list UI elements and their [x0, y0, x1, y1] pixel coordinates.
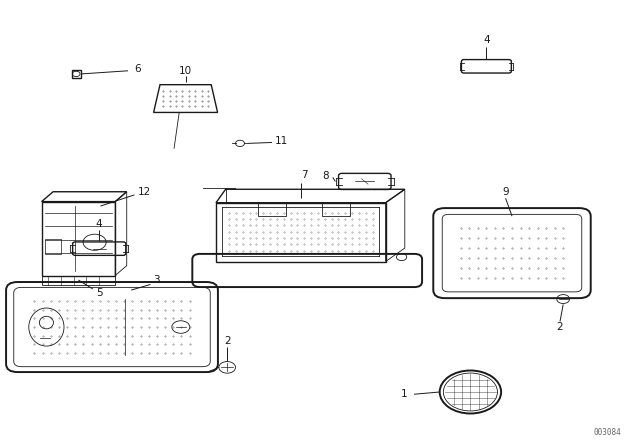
Text: 9: 9 [502, 186, 509, 197]
Bar [322, 202, 350, 216]
Text: 5: 5 [96, 289, 102, 298]
Text: 003084: 003084 [593, 428, 621, 437]
Bar [258, 202, 286, 216]
Bar [42, 202, 115, 276]
Text: 3: 3 [154, 275, 160, 285]
Bar [45, 238, 61, 254]
Text: 10: 10 [179, 66, 192, 76]
Text: 4: 4 [483, 35, 490, 45]
Text: 1: 1 [401, 389, 408, 399]
Text: 2: 2 [224, 336, 230, 346]
Text: 4: 4 [96, 219, 102, 229]
Bar [42, 276, 115, 285]
Text: 2: 2 [557, 322, 563, 332]
Text: 8: 8 [322, 171, 328, 181]
Text: 12: 12 [138, 187, 150, 197]
Text: 7: 7 [301, 170, 307, 180]
Text: 6: 6 [134, 65, 141, 74]
Text: 11: 11 [275, 136, 288, 146]
